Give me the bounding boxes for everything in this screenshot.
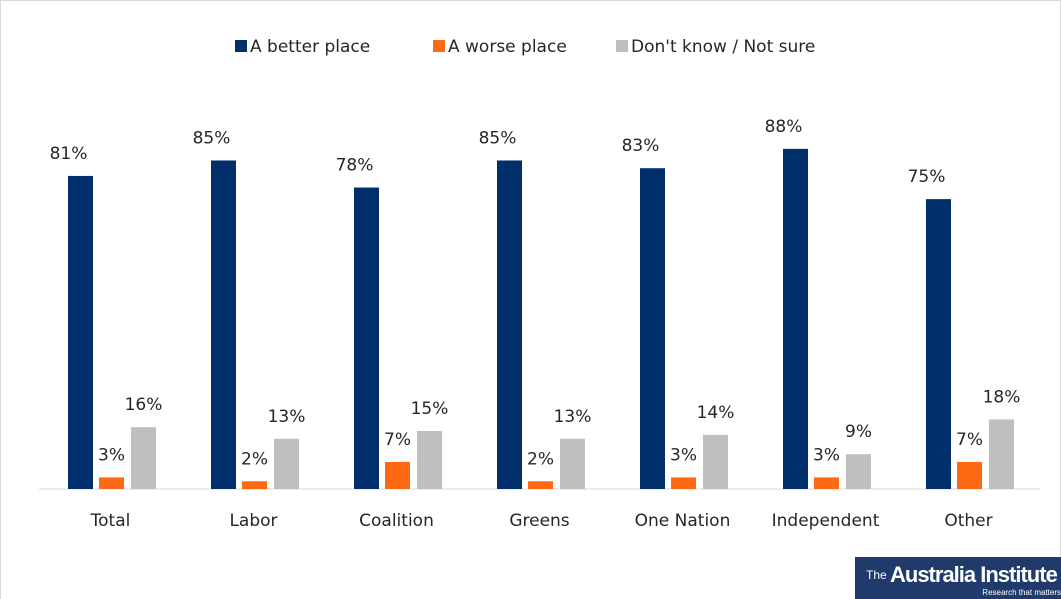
data-label: 85% [479,128,517,148]
bar [957,461,982,489]
bar [528,481,553,489]
legend-swatch [235,40,247,52]
bar [640,168,665,489]
data-label: 3% [98,445,125,465]
bar [846,454,871,489]
legend-swatch [433,40,445,52]
data-label: 13% [554,407,592,427]
x-tick-label: Greens [509,511,569,531]
logo: The Australia Institute Research that ma… [855,557,1061,599]
data-label: 81% [50,144,88,164]
logo-prefix: The [866,568,887,582]
legend-label: A worse place [448,37,567,57]
data-label: 88% [765,117,803,137]
legend-label: Don't know / Not sure [631,37,815,57]
logo-box [855,557,1061,599]
bar [354,187,379,489]
bar [211,160,236,489]
data-label: 85% [193,128,231,148]
bar [99,477,124,489]
logo-tagline: Research that matters [982,588,1061,597]
x-tick-label: One Nation [635,511,731,531]
data-label: 83% [622,136,660,156]
x-tick-label: Coalition [359,511,434,531]
data-label: 3% [813,445,840,465]
x-tick-label: Other [944,511,992,531]
data-label: 7% [384,430,411,450]
x-tick-label: Independent [772,511,880,531]
data-label: 16% [125,395,163,415]
data-label: 13% [268,407,306,427]
data-label: 14% [697,403,735,423]
bar [68,175,93,489]
bar [671,477,696,489]
bar [131,427,156,489]
bar [417,431,442,489]
data-label: 7% [956,430,983,450]
data-label: 18% [983,387,1021,407]
data-label: 2% [527,449,554,469]
bar [497,160,522,489]
x-tick-label: Total [90,511,131,531]
x-tick-label: Labor [229,511,277,531]
bar [926,199,951,489]
data-label: 75% [908,167,946,187]
bar [989,419,1014,489]
legend-label: A better place [250,37,370,57]
bar [703,434,728,489]
bar [385,461,410,489]
data-label: 78% [336,156,374,176]
bar [814,477,839,489]
data-label: 2% [241,449,268,469]
logo-name: Australia Institute [890,562,1058,587]
data-label: 3% [670,445,697,465]
bar [783,148,808,489]
data-label: 15% [411,399,449,419]
bar [274,438,299,489]
bar [242,481,267,489]
bar [560,438,585,489]
legend-swatch [616,40,628,52]
data-label: 9% [845,422,872,442]
